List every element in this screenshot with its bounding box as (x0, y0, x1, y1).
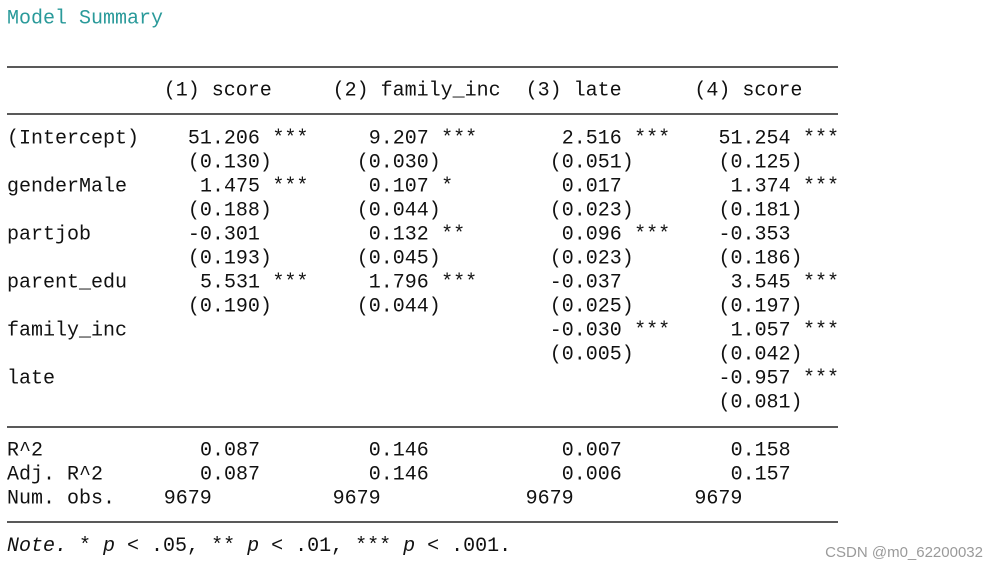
coefficient: 2.516 (562, 127, 622, 150)
standard-error: (0.186) (719, 247, 803, 270)
column-header: (2) family_inc (333, 79, 501, 102)
watermark: CSDN @m0_62200032 (825, 544, 983, 561)
stat-value: 0.087 (200, 463, 260, 486)
significance-stars: *** (441, 127, 477, 150)
note: Note. * p < .05, ** p < .01, *** p < .00… (7, 535, 511, 558)
stat-value: 0.087 (200, 439, 260, 462)
coefficient: 5.531 (200, 271, 260, 294)
significance-stars: *** (803, 175, 839, 198)
significance-stars: *** (634, 127, 670, 150)
note-text: * (67, 535, 103, 558)
coefficient: 0.132 (369, 223, 429, 246)
standard-error: (0.045) (357, 247, 441, 270)
column-header: (1) score (164, 79, 272, 102)
standard-error: (0.188) (188, 199, 272, 222)
significance-stars: *** (441, 271, 477, 294)
significance-stars: *** (803, 271, 839, 294)
stat-value: 9679 (526, 487, 574, 510)
coefficient: 1.796 (369, 271, 429, 294)
standard-error: (0.181) (719, 199, 803, 222)
coefficient: 1.475 (200, 175, 260, 198)
standard-error: (0.197) (719, 295, 803, 318)
coefficient: -0.037 (550, 271, 622, 294)
note-text: < .01, *** (259, 535, 403, 558)
column-header: (4) score (694, 79, 802, 102)
row-label: (Intercept) (7, 127, 139, 150)
note-text: < .05, ** (115, 535, 247, 558)
standard-error: (0.030) (357, 151, 441, 174)
significance-stars: *** (272, 127, 308, 150)
standard-error: (0.023) (550, 199, 634, 222)
stat-value: 9679 (333, 487, 381, 510)
coefficient: 0.017 (562, 175, 622, 198)
column-header: (3) late (526, 79, 622, 102)
standard-error: (0.193) (188, 247, 272, 270)
note-text: p (402, 535, 415, 558)
coefficient: 0.107 (369, 175, 429, 198)
row-label: parent_edu (7, 271, 127, 294)
stat-label: Adj. R^2 (7, 463, 103, 486)
stat-value: 0.006 (562, 463, 622, 486)
significance-stars: ** (441, 223, 465, 246)
coefficient: -0.030 (550, 319, 622, 342)
significance-stars: * (441, 175, 453, 198)
coefficient: 51.206 (188, 127, 260, 150)
coefficient: 51.254 (719, 127, 791, 150)
coefficient: 1.057 (731, 319, 791, 342)
standard-error: (0.042) (719, 343, 803, 366)
row-label: family_inc (7, 319, 127, 342)
stat-label: Num. obs. (7, 487, 115, 510)
standard-error: (0.081) (719, 391, 803, 414)
standard-error: (0.005) (550, 343, 634, 366)
stat-value: 0.007 (562, 439, 622, 462)
stat-value: 0.146 (369, 439, 429, 462)
stat-value: 0.158 (731, 439, 791, 462)
note-text: < .001. (415, 535, 511, 558)
significance-stars: *** (272, 271, 308, 294)
stat-label: R^2 (7, 439, 43, 462)
stat-value: 9679 (694, 487, 742, 510)
significance-stars: *** (803, 367, 839, 390)
significance-stars: *** (803, 319, 839, 342)
coefficient: -0.301 (188, 223, 260, 246)
note-text: p (246, 535, 259, 558)
row-label: partjob (7, 223, 91, 246)
coefficient: 0.096 (562, 223, 622, 246)
row-label: genderMale (7, 175, 127, 198)
significance-stars: *** (634, 319, 670, 342)
standard-error: (0.025) (550, 295, 634, 318)
coefficient: 9.207 (369, 127, 429, 150)
note-text: p (102, 535, 115, 558)
standard-error: (0.044) (357, 295, 441, 318)
significance-stars: *** (803, 127, 839, 150)
coefficient: -0.353 (719, 223, 791, 246)
stat-value: 0.157 (731, 463, 791, 486)
significance-stars: *** (272, 175, 308, 198)
coefficient: -0.957 (719, 367, 791, 390)
stat-value: 9679 (164, 487, 212, 510)
standard-error: (0.044) (357, 199, 441, 222)
significance-stars: *** (634, 223, 670, 246)
standard-error: (0.023) (550, 247, 634, 270)
stat-value: 0.146 (369, 463, 429, 486)
standard-error: (0.051) (550, 151, 634, 174)
standard-error: (0.125) (719, 151, 803, 174)
coefficient: 3.545 (731, 271, 791, 294)
standard-error: (0.190) (188, 295, 272, 318)
row-label: late (7, 367, 55, 390)
coefficient: 1.374 (731, 175, 791, 198)
note-label: Note. (7, 535, 67, 558)
title: Model Summary (7, 7, 163, 30)
standard-error: (0.130) (188, 151, 272, 174)
